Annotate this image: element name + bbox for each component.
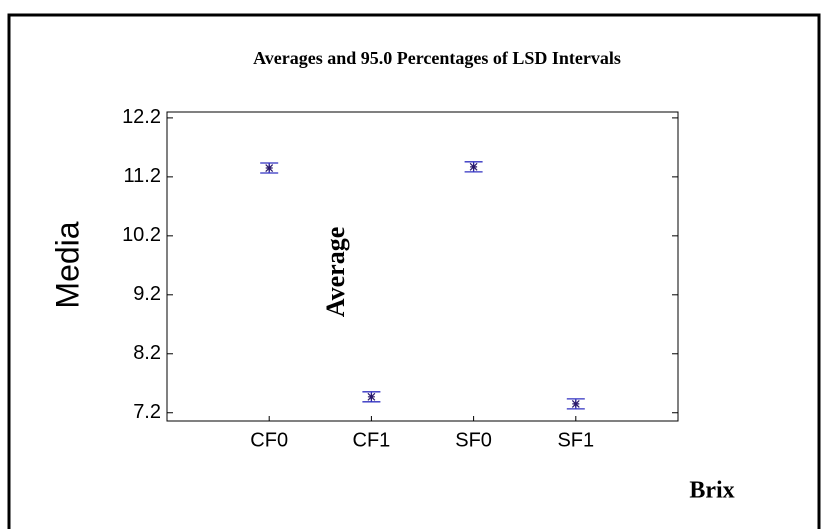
x-tick-label: SF0 — [455, 429, 492, 451]
x-axis-label: Brix — [689, 478, 734, 504]
chart-title: Averages and 95.0 Percentages of LSD Int… — [253, 48, 621, 68]
mean-marker — [367, 392, 376, 401]
y-tick-label: 10.2 — [122, 224, 161, 246]
plot-area — [166, 111, 679, 422]
mean-marker — [571, 399, 580, 408]
x-tick-label: SF1 — [557, 429, 594, 451]
mean-marker — [265, 164, 274, 172]
mean-marker — [469, 162, 478, 171]
y-axis-label: Media — [49, 221, 85, 308]
y-tick-label: 8.2 — [133, 342, 161, 364]
annotation: Average — [321, 227, 350, 317]
frame — [7, 13, 821, 529]
x-tick-label: CF0 — [250, 429, 288, 451]
y-tick-label: 7.2 — [133, 401, 161, 423]
y-tick-label: 12.2 — [122, 106, 161, 128]
y-tick-label: 11.2 — [124, 165, 161, 187]
y-tick-label: 9.2 — [133, 283, 161, 305]
x-tick-label: CF1 — [353, 429, 391, 451]
